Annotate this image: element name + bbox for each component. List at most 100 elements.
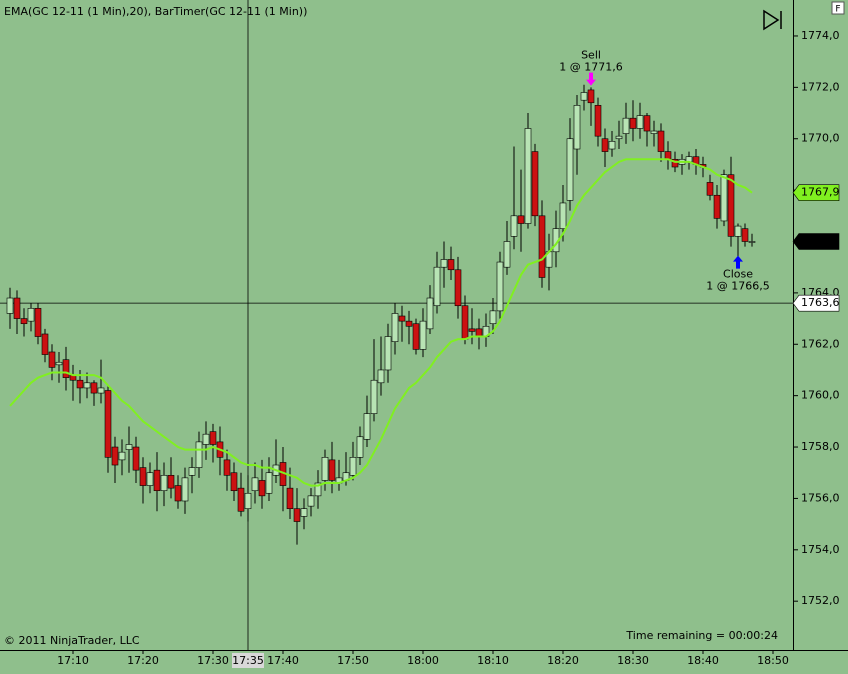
- candle-body: [748, 241, 756, 243]
- ema-line: [9, 158, 753, 487]
- candle-body: [531, 151, 539, 217]
- candle-body: [83, 382, 91, 389]
- order-arrow: [586, 72, 596, 86]
- x-tick-label: 17:40: [267, 654, 299, 667]
- y-tick-label: 1754,0: [801, 543, 840, 556]
- candle-body: [258, 480, 266, 497]
- candle-body: [426, 297, 434, 330]
- candle-body: [391, 313, 399, 342]
- candle-body: [405, 320, 413, 327]
- x-tick-label: 18:00: [407, 654, 439, 667]
- candle-body: [195, 441, 203, 468]
- candle-body: [454, 269, 462, 307]
- candle-body: [307, 495, 315, 507]
- candle-body: [251, 477, 259, 492]
- candle-body: [160, 474, 168, 492]
- candle-body: [223, 459, 231, 476]
- candle-body: [741, 228, 749, 242]
- candle-body: [503, 241, 511, 268]
- candle-body: [321, 457, 329, 481]
- candle-body: [34, 308, 42, 337]
- candle-body: [538, 215, 546, 278]
- order-label: Close: [723, 268, 753, 281]
- candle-body: [559, 202, 567, 229]
- x-tick-label: 17:50: [337, 654, 369, 667]
- candle-body: [643, 115, 651, 132]
- candle-body: [27, 308, 35, 322]
- candle-body: [328, 459, 336, 481]
- y-tick-label: 1756,0: [801, 491, 840, 504]
- candle-body: [41, 333, 49, 355]
- candle-body: [356, 436, 364, 458]
- price-marker-label: 1767,9: [801, 186, 840, 199]
- candle-body: [174, 485, 182, 502]
- x-tick-label: 17:30: [197, 654, 229, 667]
- candle-body: [300, 508, 308, 517]
- crosshair-time-box: [232, 653, 264, 668]
- candle-body: [517, 215, 525, 224]
- candle-body: [636, 115, 644, 129]
- candle-body: [286, 487, 294, 509]
- toolbar-button[interactable]: [831, 1, 845, 15]
- candle-body: [440, 259, 448, 268]
- candle-body: [447, 259, 455, 271]
- y-tick-label: 1758,0: [801, 440, 840, 453]
- candle-body: [62, 359, 70, 378]
- candle-body: [489, 310, 497, 325]
- candle-body: [237, 487, 245, 512]
- candle-body: [398, 315, 406, 322]
- candle-body: [706, 182, 714, 196]
- candle-body: [90, 382, 98, 394]
- price-marker: [792, 294, 840, 312]
- candle-body: [13, 297, 21, 319]
- y-tick-label: 1752,0: [801, 594, 840, 607]
- candle-body: [377, 369, 385, 384]
- candle-body: [615, 135, 623, 140]
- candle-body: [209, 431, 217, 445]
- x-tick-label: 18:50: [757, 654, 789, 667]
- candle-body: [734, 225, 742, 237]
- candle-body: [202, 433, 210, 445]
- copyright: © 2011 NinjaTrader, LLC: [4, 634, 140, 647]
- candle-body: [419, 320, 427, 350]
- chart-title: EMA(GC 12-11 (1 Min),20), BarTimer(GC 12…: [4, 5, 307, 18]
- play-icon[interactable]: [763, 9, 782, 31]
- candle-body: [349, 457, 357, 476]
- y-tick-label: 1762,0: [801, 337, 840, 350]
- toolbar-button-label[interactable]: F: [835, 5, 840, 15]
- candle-body: [20, 318, 28, 325]
- candle-body: [265, 472, 273, 494]
- candle-body: [181, 477, 189, 502]
- candle-body: [580, 92, 588, 101]
- candle-body: [314, 482, 322, 497]
- x-tick-label: 18:40: [687, 654, 719, 667]
- candle-body: [566, 138, 574, 201]
- candle-body: [713, 194, 721, 219]
- candle-body: [468, 328, 476, 332]
- candle-body: [727, 174, 735, 237]
- candle-body: [671, 158, 679, 168]
- candle-body: [167, 474, 175, 489]
- candle-body: [55, 361, 63, 366]
- order-label: Sell: [581, 49, 601, 62]
- candle-body: [573, 105, 581, 150]
- y-tick-label: 1760,0: [801, 389, 840, 402]
- candle-body: [48, 351, 56, 368]
- candle-body: [244, 492, 252, 509]
- x-tick-label: 17:20: [127, 654, 159, 667]
- bar-timer: Time remaining = 00:00:24: [625, 629, 778, 642]
- candle-body: [6, 297, 14, 314]
- price-marker-label: 1763,6: [801, 296, 840, 309]
- candle-body: [76, 379, 84, 389]
- price-marker: [792, 233, 840, 250]
- candle-body: [587, 89, 595, 104]
- order-detail: 1 @ 1771,6: [559, 61, 622, 74]
- y-tick-label: 1774,0: [801, 29, 840, 42]
- order-arrow: [733, 255, 743, 269]
- candle-body: [657, 130, 665, 152]
- order-detail: 1 @ 1766,5: [706, 280, 769, 293]
- candle-body: [370, 379, 378, 414]
- x-tick-label: 18:10: [477, 654, 509, 667]
- candle-body: [433, 266, 441, 307]
- candle-body: [496, 261, 504, 312]
